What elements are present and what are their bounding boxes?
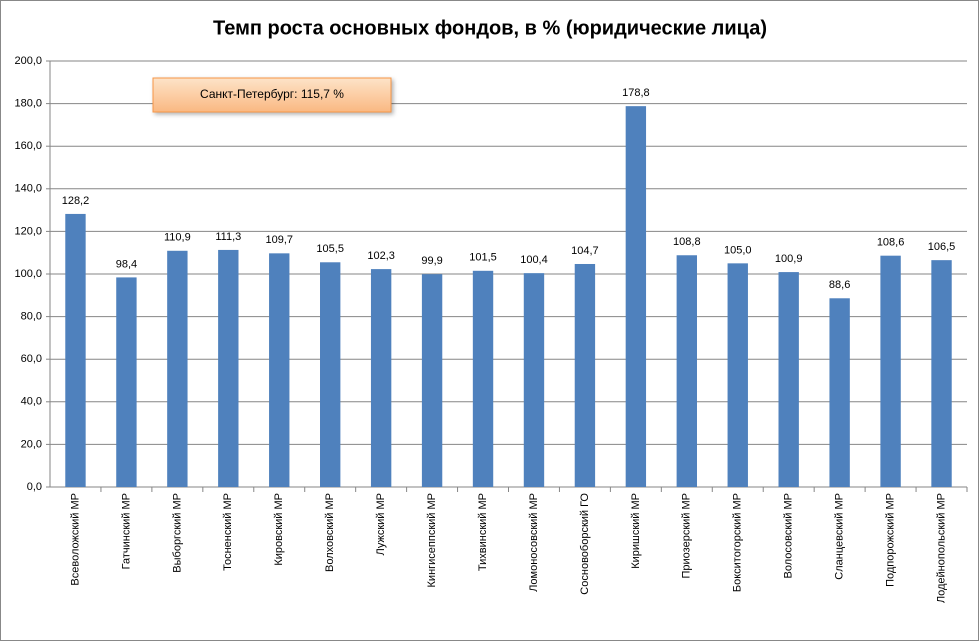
bar — [370, 269, 392, 487]
x-tick-label: Гатчинский МР — [120, 493, 132, 569]
chart-title: Темп роста основных фондов, в % (юридиче… — [213, 17, 767, 39]
x-tick-label: Выборгский МР — [171, 493, 183, 573]
x-tick-label: Всеволожский МР — [69, 493, 81, 586]
bar — [472, 270, 494, 487]
bar — [320, 262, 341, 487]
x-tick-label: Лодейнопольский МР — [935, 493, 947, 603]
x-tick-label: Тосненский МР — [222, 493, 234, 571]
x-tick-label: Кировский МР — [273, 493, 285, 566]
value-label: 108,8 — [673, 236, 701, 248]
x-tick-label: Бокситогорский МР — [732, 493, 744, 592]
bar — [625, 106, 647, 487]
y-tick-label: 120,0 — [14, 225, 42, 237]
value-label: 105,0 — [724, 244, 752, 256]
bar — [116, 277, 137, 487]
value-label: 88,6 — [829, 279, 850, 291]
value-label: 104,7 — [571, 245, 599, 257]
y-tick-label: 60,0 — [21, 353, 42, 365]
value-label: 105,5 — [316, 243, 344, 255]
x-tick-label: Сосновоборский ГО — [579, 493, 591, 595]
value-label: 178,8 — [622, 87, 650, 99]
x-tick-label: Сланцевский МР — [834, 493, 846, 580]
annotation: Санкт-Петербург: 115,7 % — [200, 87, 344, 101]
annotation-box — [152, 77, 392, 113]
value-label: 98,4 — [116, 258, 137, 270]
x-tick-label: Тихвинский МР — [477, 493, 489, 571]
x-tick-label: Кингисеппский МР — [426, 493, 438, 587]
bar — [931, 260, 952, 487]
bar — [421, 274, 443, 487]
y-tick-label: 160,0 — [14, 140, 42, 152]
value-label: 102,3 — [367, 250, 395, 262]
value-label: 128,2 — [62, 195, 90, 207]
y-tick-label: 40,0 — [21, 396, 42, 408]
x-tick-label: Волосовский МР — [783, 493, 795, 579]
bar — [727, 263, 748, 487]
y-tick-label: 0,0 — [27, 481, 42, 493]
y-tick-label: 180,0 — [14, 98, 42, 110]
value-label: 110,9 — [164, 232, 191, 244]
bar — [523, 273, 545, 487]
x-tick-label: Лужский МР — [375, 493, 387, 555]
y-tick-label: 20,0 — [21, 438, 42, 450]
x-tick-label: Волховский МР — [324, 493, 336, 572]
value-label: 99,9 — [421, 255, 442, 267]
bar — [218, 249, 239, 487]
bar — [574, 263, 596, 487]
value-label: 106,5 — [928, 241, 956, 253]
value-label: 109,7 — [265, 234, 293, 246]
bar — [829, 298, 850, 487]
bar — [167, 250, 188, 487]
value-label: 100,4 — [520, 254, 548, 266]
bar — [269, 253, 290, 487]
x-tick-label: Приозерский МР — [681, 493, 693, 578]
y-tick-label: 80,0 — [21, 311, 42, 323]
y-tick-label: 140,0 — [14, 183, 42, 195]
bar — [65, 213, 86, 487]
value-label: 111,3 — [215, 231, 241, 243]
value-label: 100,9 — [775, 253, 803, 265]
value-label: 101,5 — [469, 252, 497, 264]
value-label: 108,6 — [877, 237, 905, 249]
bar — [778, 272, 799, 487]
x-tick-label: Киришский МР — [630, 493, 642, 569]
x-tick-label: Подпорожский МР — [884, 493, 896, 587]
bar — [880, 255, 901, 487]
y-tick-label: 200,0 — [14, 55, 42, 67]
bar — [676, 255, 697, 487]
x-tick-label: Ломоносовский МР — [528, 493, 540, 592]
y-tick-label: 100,0 — [14, 268, 42, 280]
